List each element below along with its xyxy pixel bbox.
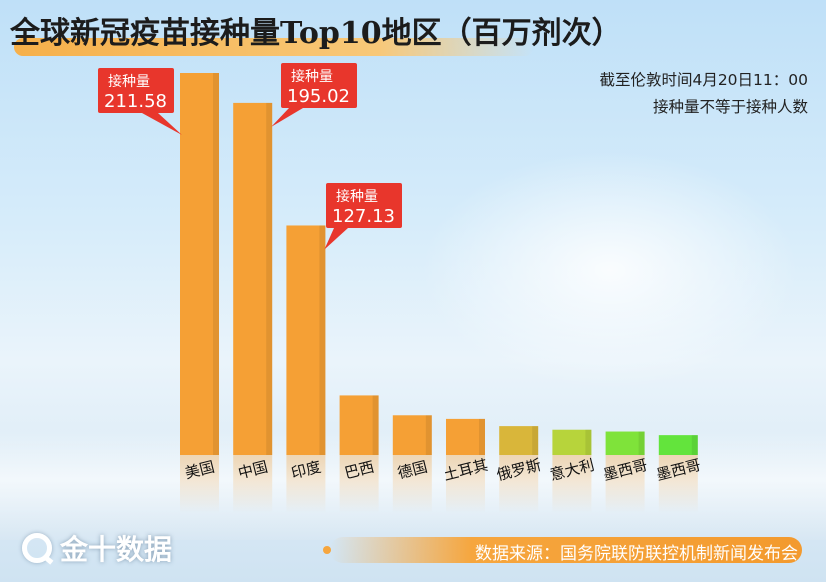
bar-7 (499, 426, 539, 455)
bar-3 (286, 225, 326, 455)
bar-shade-1 (213, 73, 219, 455)
bar-6 (446, 418, 485, 455)
bar-shade-2 (266, 102, 273, 456)
source-bar (330, 537, 802, 563)
bar-reflection-10 (658, 455, 698, 513)
callout-box-1 (98, 68, 174, 113)
bar-reflection-6 (446, 455, 485, 513)
source-dot (323, 546, 331, 554)
bar-9 (605, 431, 645, 455)
callout-label-1: 接种量 (108, 73, 150, 90)
bar-shade-9 (638, 431, 645, 455)
callout-value-3: 127.13 (332, 206, 395, 227)
bar-reflection-8 (552, 455, 592, 513)
bar-8 (552, 429, 592, 455)
bar-5 (392, 415, 432, 455)
callout-value-1: 211.58 (104, 91, 167, 112)
callout-pointer-2 (271, 108, 303, 127)
bar-10 (658, 435, 698, 455)
callout-pointer-3 (324, 228, 348, 250)
callout-pointer-1 (142, 113, 182, 135)
callout-box-3 (326, 183, 402, 228)
title-highlight (14, 38, 534, 56)
time-note: 截至伦敦时间4月20日11：00 (599, 71, 808, 89)
bar-reflection-9 (605, 455, 645, 513)
bar-shade-10 (691, 435, 698, 455)
callout-value-2: 195.02 (287, 86, 350, 107)
bar-shade-4 (372, 395, 379, 455)
callout-label-2: 接种量 (291, 68, 333, 85)
title-block: 全球新冠疫苗接种量Top10地区（百万剂次） (10, 8, 622, 56)
disclaimer-note: 接种量不等于接种人数 (652, 98, 808, 116)
bar-1 (180, 73, 219, 455)
bar-shade-7 (532, 426, 539, 455)
bar-reflection-5 (392, 455, 432, 513)
source-text: 数据来源：国务院联防联控机制新闻发布会 (475, 544, 798, 564)
bar-reflection-3 (286, 455, 326, 513)
bar-shade-3 (319, 225, 326, 455)
chart-title: 全球新冠疫苗接种量Top10地区（百万剂次） (10, 16, 622, 51)
bar-reflection-1 (180, 455, 219, 513)
bar-reflection-7 (499, 455, 539, 513)
callout-label-3: 接种量 (336, 188, 378, 205)
logo-icon (22, 533, 52, 563)
bar-shade-6 (479, 418, 485, 455)
bar-reflection-2 (233, 455, 273, 513)
logo-text: 金十数据 (60, 533, 173, 566)
bar-shade-8 (585, 429, 592, 455)
bar-4 (339, 395, 379, 455)
bar-shade-5 (425, 415, 432, 455)
bar-reflection-4 (339, 455, 379, 513)
callout-box-2 (281, 63, 357, 108)
bar-2 (233, 102, 273, 456)
brand-logo: 金十数据 (22, 528, 172, 568)
